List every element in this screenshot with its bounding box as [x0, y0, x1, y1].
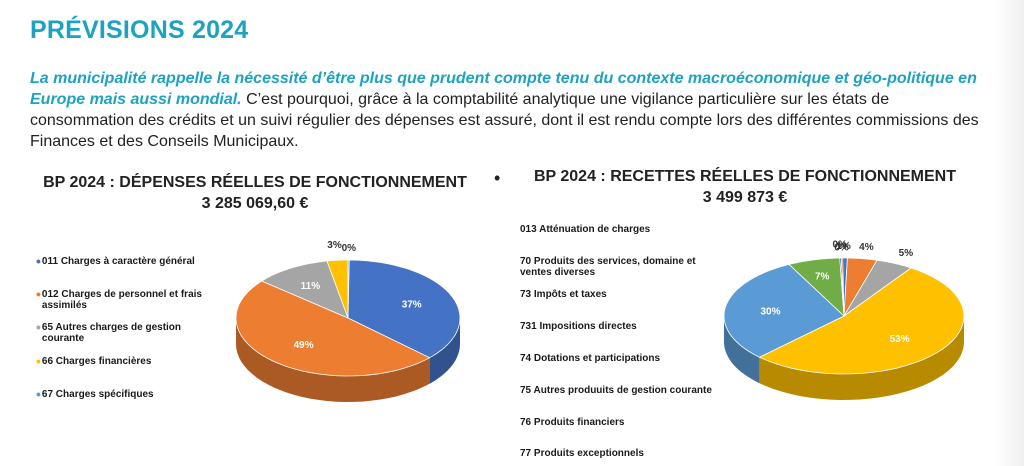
pie-slice [260, 260, 349, 319]
intro-text: C’est pourquoi, grâce à la comptabilité … [30, 91, 979, 150]
pie-data-label: 7% [815, 272, 830, 283]
pie-slice-side [724, 315, 760, 384]
legend-item: 731 Impositions directes [520, 321, 720, 332]
legend-item: •67 Charges spécifiques [36, 386, 212, 402]
pie-data-label: 0% [834, 242, 849, 253]
legend-item: 76 Produits financiers [520, 417, 720, 428]
revenues-chart-total: 3 499 873 € [702, 189, 788, 206]
legend-label: 76 Produits financiers [520, 417, 625, 428]
legend-item: 73 Impôts et taxes [520, 289, 720, 300]
pie-slice [758, 267, 965, 375]
revenues-pie-chart: 1% 4%5%53%30%7%0%0% [723, 240, 965, 400]
pie-slice [347, 259, 461, 359]
legend-label: 66 Charges financières [41, 356, 152, 367]
legend-item: •011 Charges à caractère général [36, 253, 212, 269]
revenues-legend: 013 Atténuation de charges 70 Produits de… [520, 224, 730, 464]
page-edge-shade [994, 0, 1024, 466]
legend-item: 013 Atténuation de charges [520, 224, 720, 235]
legend-label: 77 Produits exceptionnels [520, 448, 644, 459]
pie-slice [788, 257, 845, 317]
legend-swatch-icon: • [36, 353, 41, 369]
pie-slice [723, 263, 845, 358]
pie-data-label: 3% [327, 240, 342, 251]
legend-item: •65 Autres charges de gestion courante [36, 319, 212, 344]
legend-swatch-icon: • [36, 286, 41, 302]
pie-data-label: 49% [294, 340, 314, 351]
legend-swatch-icon: • [36, 253, 41, 269]
pie-sides [236, 317, 460, 402]
revenues-chart-title: BP 2024 : RECETTES RÉELLES DE FONCTIONNE… [534, 168, 956, 185]
legend-item: •66 Charges financières [36, 353, 212, 369]
pie-data-label: 0% [832, 240, 847, 251]
legend-swatch-icon: • [36, 386, 41, 402]
pie-data-label: 11% [301, 281, 321, 292]
intro-emphasis: La municipalité rappelle la nécessité d’… [30, 70, 977, 108]
legend-label: 011 Charges à caractère général [41, 256, 195, 267]
legend-label: 70 Produits des services, domaine et ven… [520, 256, 696, 278]
pie-slice [840, 257, 845, 317]
legend-label: 731 Impositions directes [520, 321, 637, 332]
legend-item: 70 Produits des services, domaine et ven… [520, 256, 720, 278]
pie-slice-side [236, 318, 430, 402]
legend-item: 74 Dotations et participations [520, 353, 720, 364]
legend-label: 012 Charges de personnel et frais assimi… [41, 289, 202, 311]
pie-slice [347, 259, 350, 319]
legend-label: 013 Atténuation de charges [520, 224, 651, 235]
pie-slice-side [429, 317, 460, 384]
legend-label: 74 Dotations et participations [520, 353, 661, 364]
legend-label: 73 Impôts et taxes [520, 289, 607, 300]
pie-data-label: 4% [859, 242, 874, 253]
page-title: PRÉVISIONS 2024 [30, 16, 249, 44]
pie-slice [326, 259, 349, 319]
pie-data-label: 37% [402, 300, 422, 311]
legend-label: 65 Autres charges de gestion courante [41, 322, 182, 344]
expenses-chart-total: 3 285 069,60 € [201, 195, 309, 212]
legend-label: 75 Autres produuits de gestion courante [520, 385, 712, 396]
pie-sides [724, 315, 964, 400]
pie-data-label: 1% [836, 241, 851, 252]
pie-slice [843, 259, 913, 317]
pie-slice [235, 280, 431, 377]
expenses-pie-chart: 37% 49% 11% 3% 0% [235, 240, 461, 402]
legend-item: •012 Charges de personnel et frais assim… [36, 286, 212, 311]
expenses-chart-title: BP 2024 : DÉPENSES RÉELLES DE FONCTIONNE… [43, 174, 467, 191]
expenses-legend: •011 Charges à caractère général •012 Cha… [36, 253, 226, 406]
legend-swatch-icon: • [36, 319, 41, 335]
legend-item: 77 Produits exceptionnels [520, 448, 720, 459]
pie-data-label: 53% [890, 334, 910, 345]
legend-label: 67 Charges spécifiques [41, 389, 154, 400]
revenues-chart-title-block: BP 2024 : RECETTES RÉELLES DE FONCTIONNE… [520, 166, 970, 208]
expenses-chart-title-block: BP 2024 : DÉPENSES RÉELLES DE FONCTIONNE… [30, 172, 480, 214]
pie-data-label: 5% [899, 248, 914, 259]
separator-bullet: • [494, 168, 501, 188]
legend-item: 75 Autres produuits de gestion courante [520, 385, 720, 396]
pie-data-label: 30% [760, 307, 780, 318]
intro-paragraph: La municipalité rappelle la nécessité d’… [30, 68, 990, 152]
pie-data-label: 0% [342, 243, 357, 254]
pie-slice-side [759, 317, 964, 400]
